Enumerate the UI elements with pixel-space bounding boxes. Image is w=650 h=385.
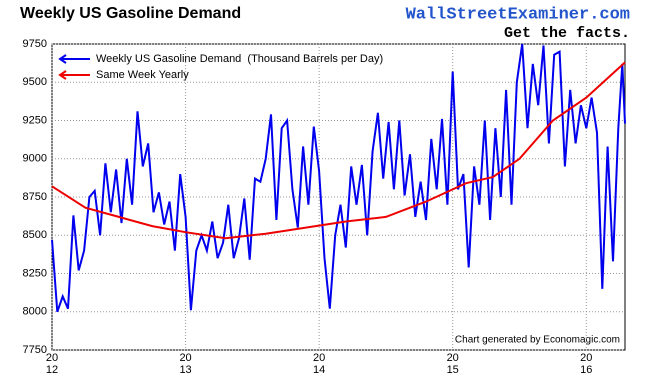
y-tick-label: 9500 [23, 76, 47, 88]
y-tick-label: 8500 [23, 229, 47, 241]
x-tick-label: 20 14 [313, 352, 326, 376]
y-tick-label: 8750 [23, 191, 47, 203]
x-tick-label: 20 16 [580, 352, 593, 376]
x-tick-label: 20 13 [179, 352, 192, 376]
legend-arrow [58, 70, 67, 80]
credit: Chart generated by Economagic.com [455, 335, 620, 346]
y-tick-label: 8000 [23, 306, 47, 318]
y-tick-label: 9750 [23, 38, 47, 50]
x-tick-label: 20 15 [446, 352, 459, 376]
y-tick-label: 9250 [23, 114, 47, 126]
legend-arrow [58, 54, 67, 64]
chart-title: Weekly US Gasoline Demand [20, 5, 241, 22]
data-line [51, 43, 626, 313]
y-tick-label: 8250 [23, 267, 47, 279]
legend-label: Same Week Yearly [96, 69, 189, 81]
y-tick-label: 7750 [23, 344, 47, 356]
y-tick-label: 9000 [23, 153, 47, 165]
site-name: WallStreetExaminer.com [406, 5, 630, 24]
x-tick-label: 20 12 [45, 352, 59, 376]
data-line [51, 61, 626, 240]
legend-label: Weekly US Gasoline Demand (Thousand Barr… [96, 53, 383, 65]
tagline: Get the facts. [504, 25, 630, 42]
